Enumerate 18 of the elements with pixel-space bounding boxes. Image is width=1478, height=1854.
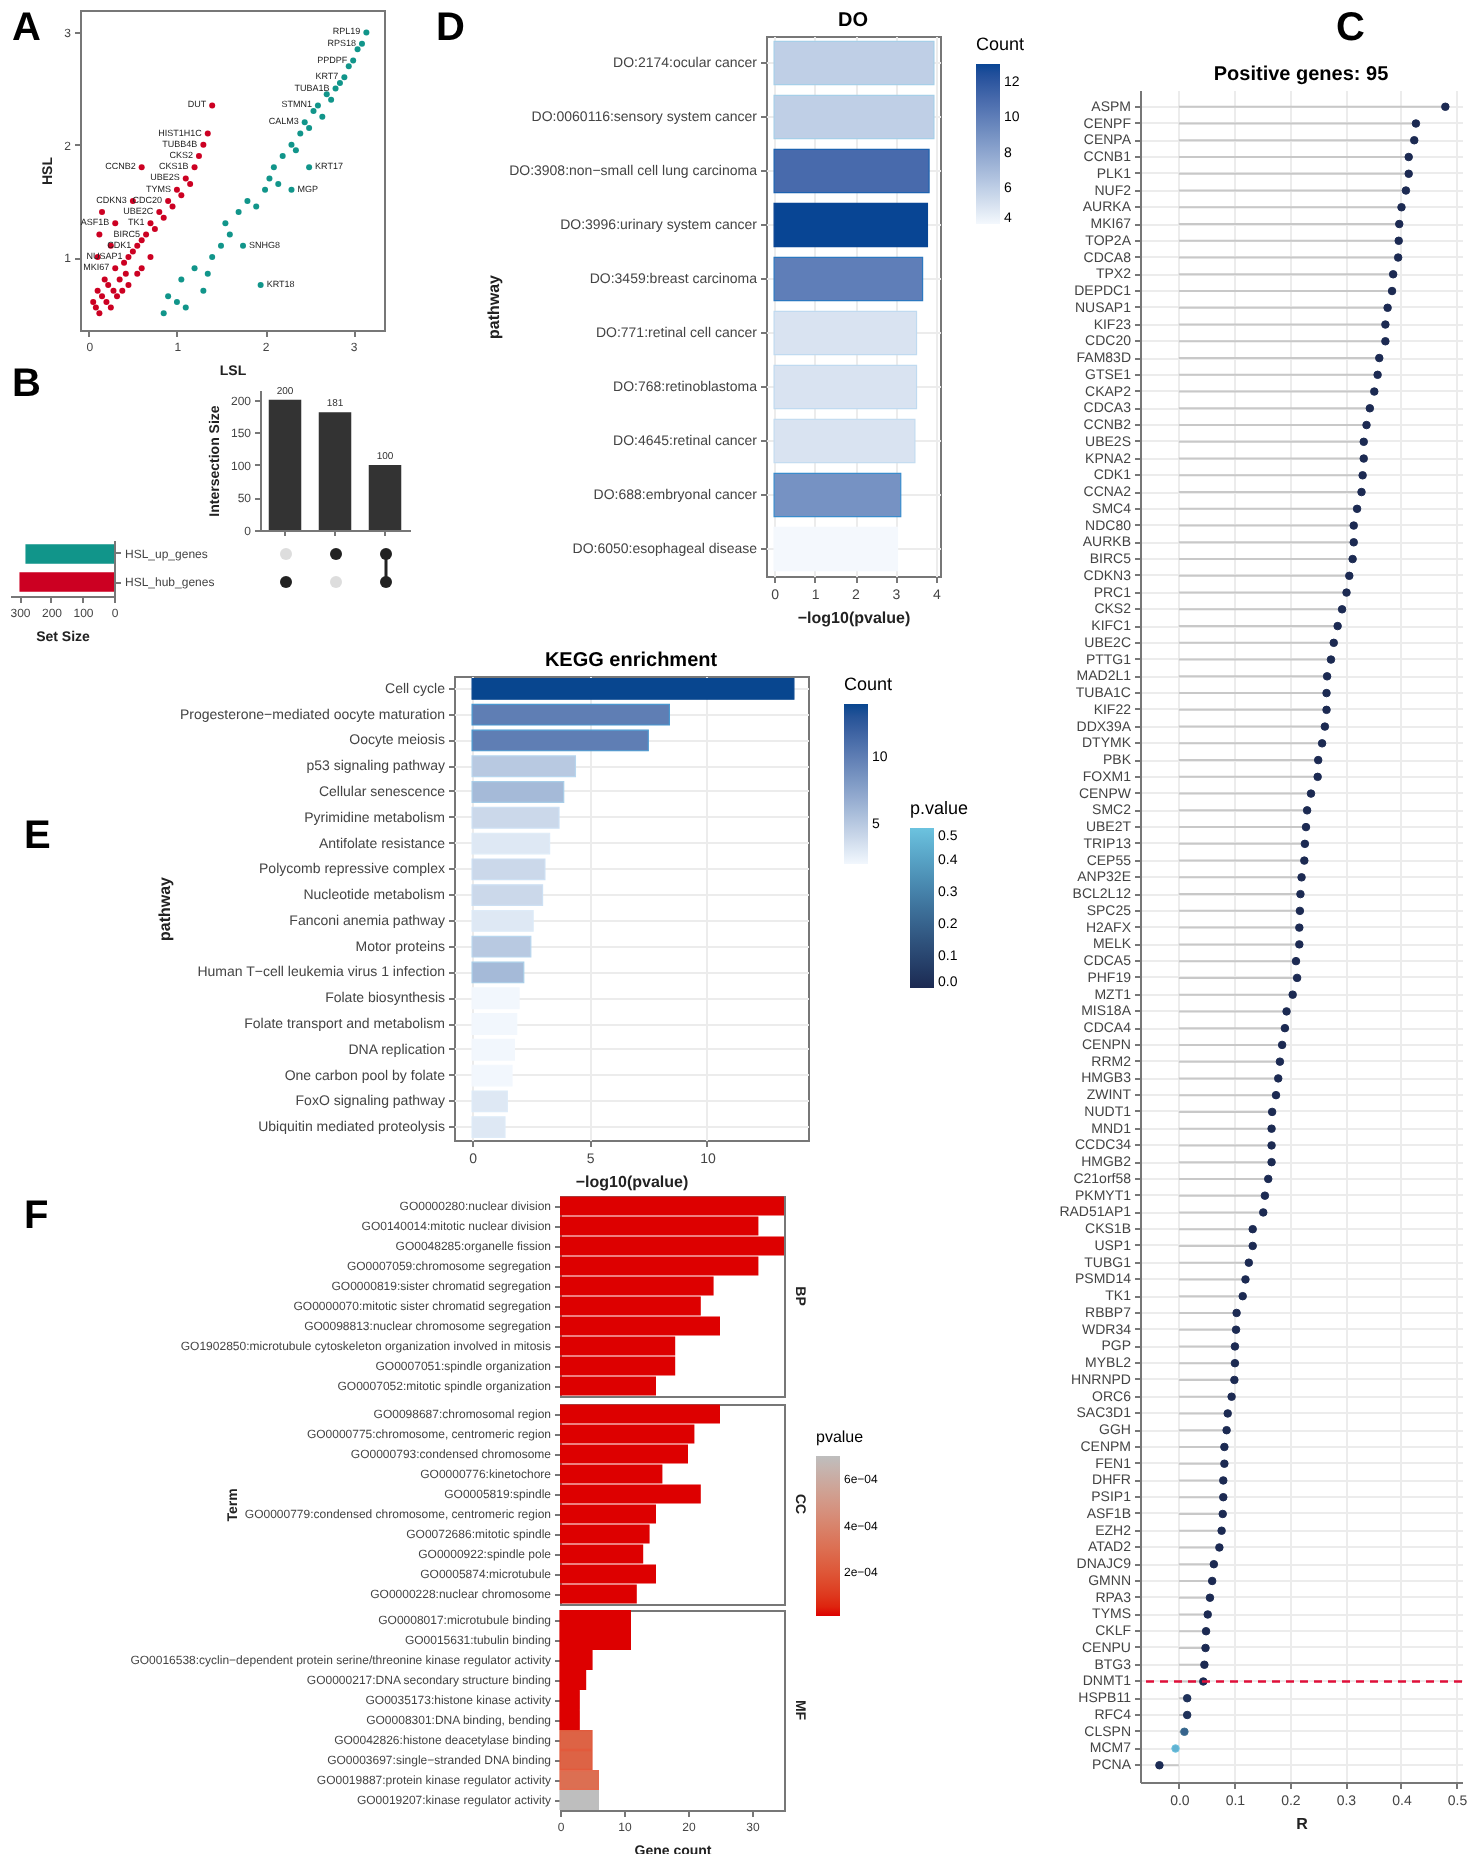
color-bar-title: Count: [844, 674, 894, 694]
x-axis-title: −log10(pvalue): [575, 1173, 689, 1191]
text: D: [436, 6, 465, 50]
color-bar-title: Count: [976, 34, 1026, 54]
chart-title: DO: [838, 10, 869, 32]
text: A: [12, 6, 41, 50]
chart-title: Positive genes: 95: [1213, 64, 1390, 86]
x-axis-title: R: [1296, 1815, 1309, 1833]
text: C: [1336, 6, 1365, 50]
text: F: [24, 1194, 49, 1238]
y-axis-title: pathway: [485, 273, 504, 340]
x-axis-title: −log10(pvalue): [797, 609, 911, 627]
y-axis-title: pathway: [156, 875, 174, 942]
text: B: [12, 362, 41, 406]
chart-title: KEGG enrichment: [544, 650, 719, 672]
text: E: [24, 814, 51, 858]
color-bar-title: p.value: [910, 798, 969, 818]
color-bar-title: pvalue: [816, 1428, 865, 1446]
